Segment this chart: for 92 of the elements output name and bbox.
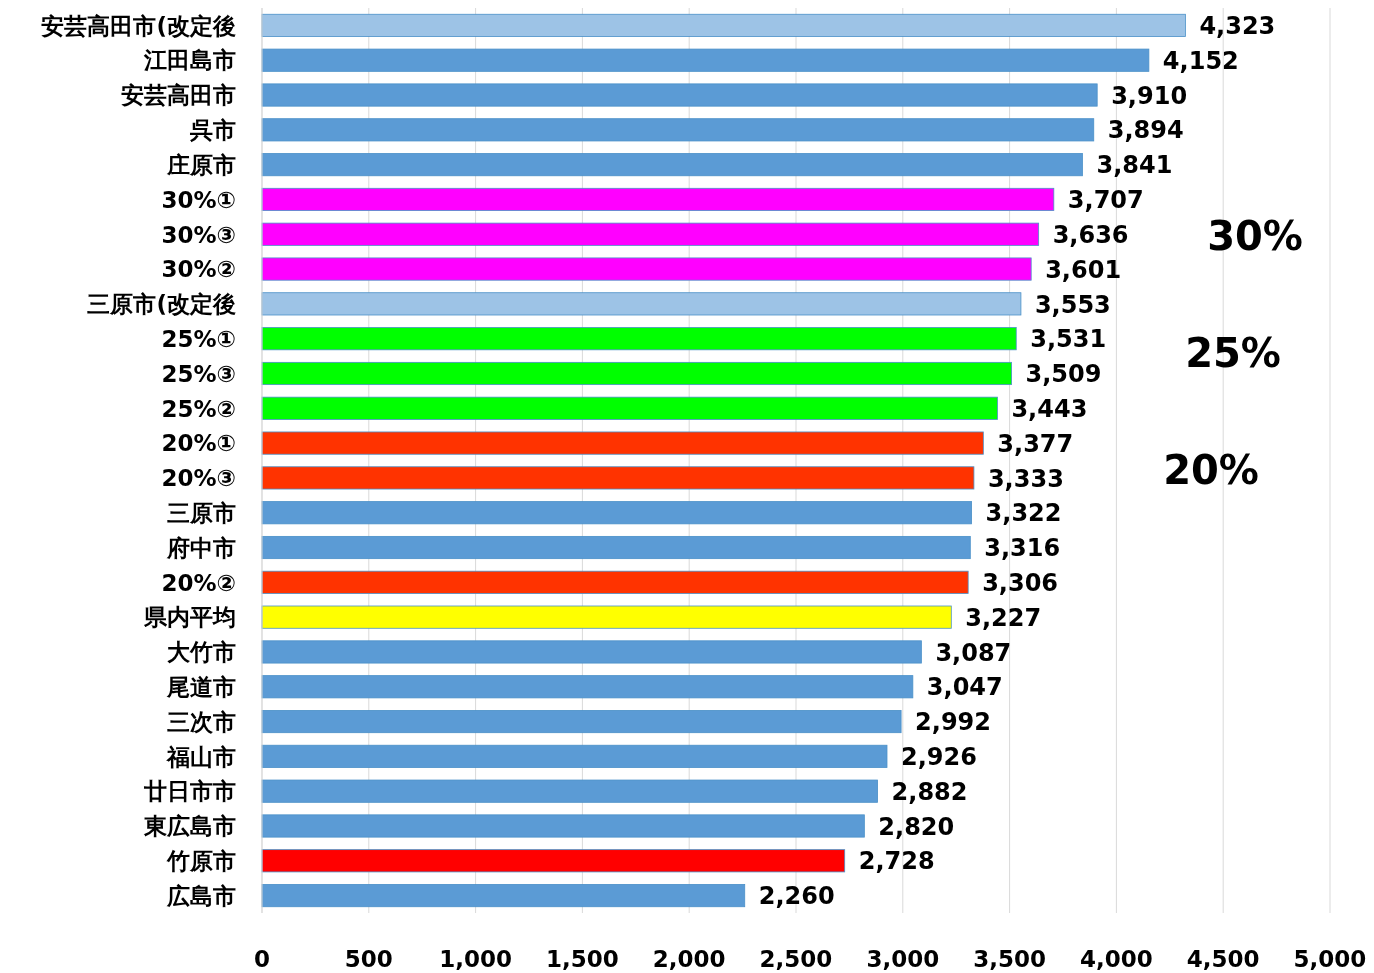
data-label: 2,992 bbox=[915, 708, 992, 737]
bar bbox=[261, 48, 1150, 72]
y-tick-label: 25%② bbox=[161, 395, 236, 422]
bar bbox=[261, 640, 922, 664]
data-label: 3,841 bbox=[1096, 151, 1173, 180]
data-label: 3,894 bbox=[1107, 116, 1184, 145]
bar bbox=[261, 153, 1083, 177]
data-label: 3,322 bbox=[985, 499, 1062, 528]
y-tick-label: 25%③ bbox=[161, 360, 236, 387]
bar bbox=[261, 187, 1055, 211]
data-label: 3,333 bbox=[987, 464, 1064, 493]
y-tick-label: 30%② bbox=[161, 256, 236, 283]
y-tick-label: 20%② bbox=[161, 569, 236, 596]
data-label: 3,601 bbox=[1045, 255, 1122, 284]
x-tick-label: 2,000 bbox=[652, 946, 726, 972]
y-tick-label: 廿日市市 bbox=[143, 778, 236, 805]
data-label: 3,707 bbox=[1067, 186, 1144, 215]
x-tick-label: 1,500 bbox=[546, 946, 619, 972]
y-tick-label: 呉市 bbox=[189, 117, 236, 144]
y-tick-label: 竹原市 bbox=[166, 848, 236, 875]
data-label: 4,152 bbox=[1162, 46, 1239, 75]
bar bbox=[261, 466, 975, 490]
bar bbox=[261, 605, 952, 629]
data-label: 3,047 bbox=[926, 673, 1003, 702]
x-tick-label: 3,000 bbox=[866, 946, 940, 972]
data-label: 4,323 bbox=[1199, 12, 1276, 41]
bar bbox=[261, 431, 984, 455]
data-label: 2,882 bbox=[891, 777, 968, 806]
y-tick-label: 30%③ bbox=[161, 221, 236, 248]
x-tick-label: 4,500 bbox=[1186, 946, 1260, 972]
data-label: 3,509 bbox=[1025, 360, 1102, 389]
bar bbox=[261, 257, 1032, 281]
annotation: 25% bbox=[1185, 330, 1281, 377]
y-tick-label: 大竹市 bbox=[167, 639, 236, 666]
bar bbox=[261, 744, 888, 768]
x-tick-label: 0 bbox=[253, 946, 271, 972]
y-tick-label: 三原市 bbox=[167, 499, 236, 526]
bar bbox=[261, 292, 1022, 316]
bar bbox=[261, 396, 998, 420]
x-tick-label: 4,000 bbox=[1080, 946, 1153, 972]
x-tick-label: 500 bbox=[344, 946, 393, 972]
y-tick-label: 20%① bbox=[161, 430, 236, 457]
data-label: 3,910 bbox=[1111, 81, 1188, 110]
y-tick-label: 30%① bbox=[161, 186, 236, 213]
y-tick-label: 県内平均 bbox=[143, 604, 236, 631]
bar bbox=[261, 570, 969, 594]
bar bbox=[261, 327, 1017, 351]
annotation: 20% bbox=[1163, 447, 1259, 494]
bar bbox=[261, 675, 914, 699]
bar bbox=[261, 884, 746, 908]
y-tick-label: 東広島市 bbox=[143, 813, 236, 840]
bar bbox=[261, 13, 1186, 37]
y-tick-label: 尾道市 bbox=[166, 674, 236, 701]
bar bbox=[261, 849, 846, 873]
annotation: 30% bbox=[1207, 213, 1303, 260]
y-tick-label: 府中市 bbox=[166, 534, 236, 561]
data-label: 3,636 bbox=[1052, 220, 1129, 249]
x-tick-label: 2,500 bbox=[759, 946, 833, 972]
bar bbox=[261, 83, 1098, 107]
bar bbox=[261, 710, 902, 734]
bar bbox=[261, 501, 972, 525]
y-tick-label: 庄原市 bbox=[166, 151, 236, 178]
y-tick-label: 三原市(改定後 bbox=[87, 291, 236, 318]
data-label: 3,306 bbox=[982, 568, 1059, 597]
bar bbox=[261, 222, 1040, 246]
y-tick-label: 25%① bbox=[161, 325, 236, 352]
bar bbox=[261, 535, 971, 560]
bar bbox=[261, 118, 1095, 142]
data-label: 3,316 bbox=[984, 534, 1061, 563]
data-label: 3,227 bbox=[965, 603, 1042, 632]
y-tick-label: 三次市 bbox=[167, 708, 236, 735]
data-label: 2,260 bbox=[758, 882, 835, 911]
y-tick-label: 安芸高田市 bbox=[121, 82, 236, 109]
data-label: 3,531 bbox=[1030, 325, 1107, 354]
data-label: 2,926 bbox=[900, 743, 977, 772]
bar bbox=[261, 361, 1012, 386]
bar bbox=[261, 779, 878, 803]
y-tick-label: 広島市 bbox=[166, 882, 236, 909]
data-label: 3,377 bbox=[997, 429, 1074, 458]
data-label: 3,553 bbox=[1034, 290, 1111, 319]
data-label: 2,820 bbox=[878, 812, 955, 841]
x-tick-label: 5,000 bbox=[1293, 946, 1367, 972]
data-label: 3,087 bbox=[935, 638, 1012, 667]
y-tick-label: 江田島市 bbox=[143, 47, 236, 74]
bar bbox=[261, 814, 865, 838]
y-tick-label: 安芸高田市(改定後 bbox=[41, 12, 236, 39]
y-tick-label: 福山市 bbox=[166, 743, 236, 770]
x-tick-label: 3,500 bbox=[973, 946, 1046, 972]
data-label: 2,728 bbox=[858, 847, 935, 876]
x-tick-label: 1,000 bbox=[439, 946, 512, 972]
data-label: 3,443 bbox=[1011, 394, 1088, 423]
y-tick-label: 20%③ bbox=[161, 465, 236, 492]
